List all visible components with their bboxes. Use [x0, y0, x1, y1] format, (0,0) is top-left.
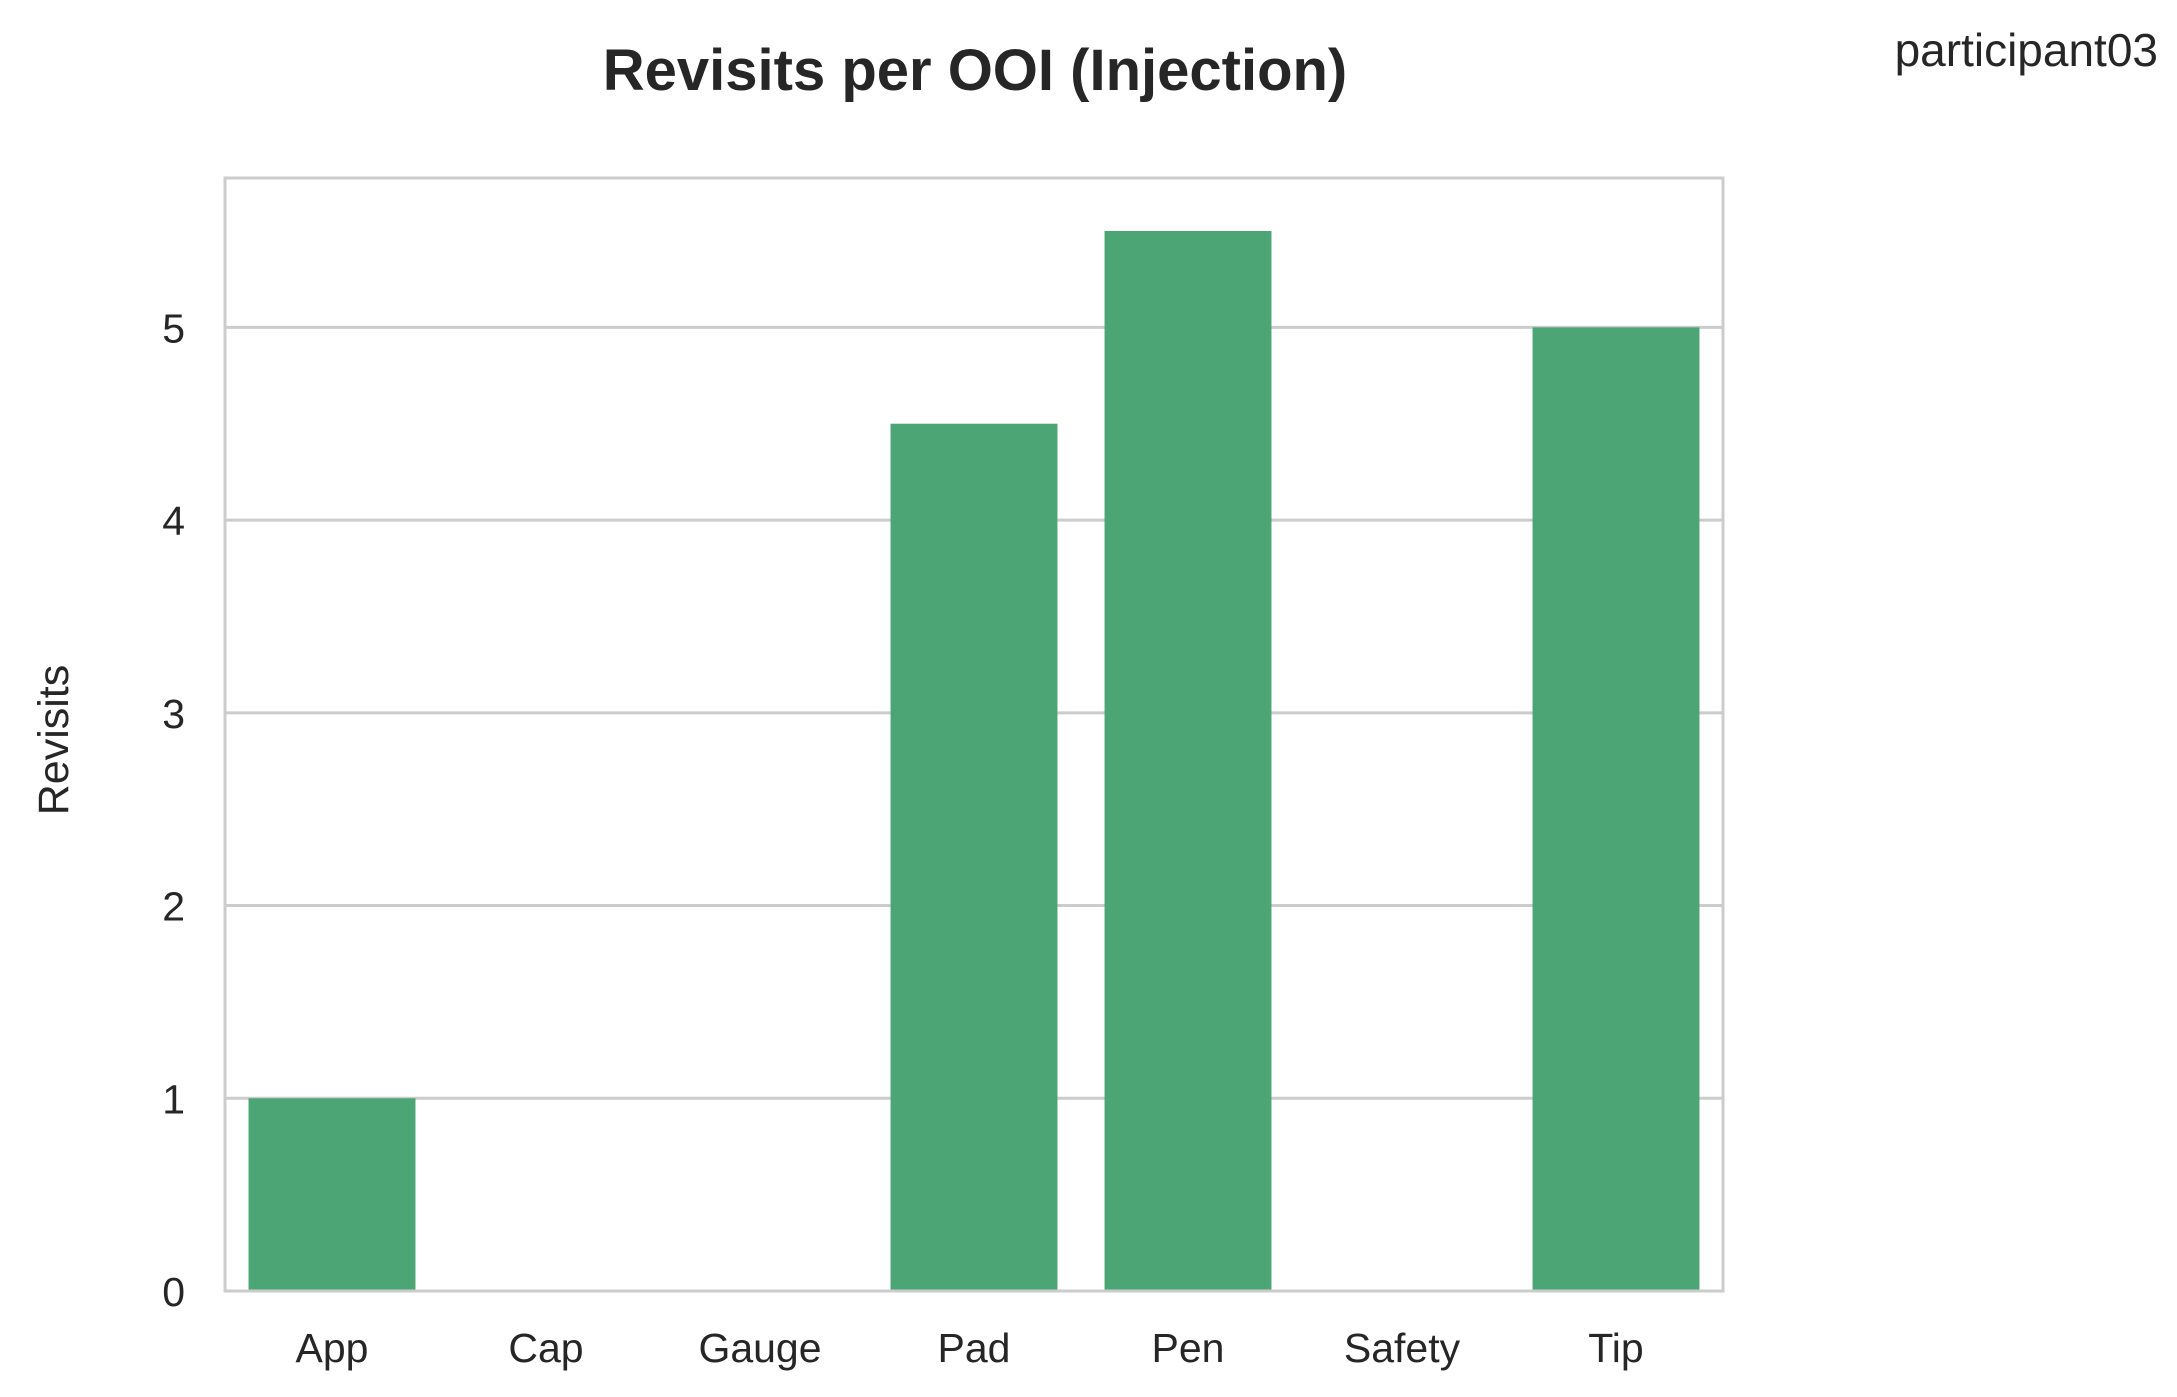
y-tick-label: 0	[162, 1269, 185, 1315]
x-tick-label-app: App	[296, 1325, 369, 1371]
participant-label: participant03	[1895, 24, 2158, 76]
y-tick-label: 2	[162, 884, 185, 930]
x-tick-labels: App Cap Gauge Pad Pen Safety Tip	[296, 1325, 1644, 1371]
bar-pen	[1104, 231, 1272, 1291]
bar-tip	[1532, 327, 1700, 1291]
y-tick-label: 4	[162, 498, 185, 544]
chart-title: Revisits per OOI (Injection)	[603, 38, 1347, 103]
y-tick-label: 5	[162, 305, 185, 351]
x-tick-label-pad: Pad	[938, 1325, 1011, 1371]
x-tick-label-pen: Pen	[1152, 1325, 1225, 1371]
y-tick-labels: 0 1 2 3 4 5	[162, 305, 185, 1315]
x-tick-label-cap: Cap	[508, 1325, 583, 1371]
x-tick-label-tip: Tip	[1588, 1325, 1643, 1371]
y-axis-label: Revisits	[30, 665, 78, 816]
x-tick-label-safety: Safety	[1344, 1325, 1461, 1371]
y-tick-label: 3	[162, 691, 185, 737]
x-tick-label-gauge: Gauge	[698, 1325, 821, 1371]
y-tick-label: 1	[162, 1076, 185, 1122]
plot-frame	[223, 176, 1725, 1293]
bar-pad	[890, 423, 1058, 1291]
bar-app	[248, 1098, 416, 1291]
bars	[248, 231, 1700, 1291]
